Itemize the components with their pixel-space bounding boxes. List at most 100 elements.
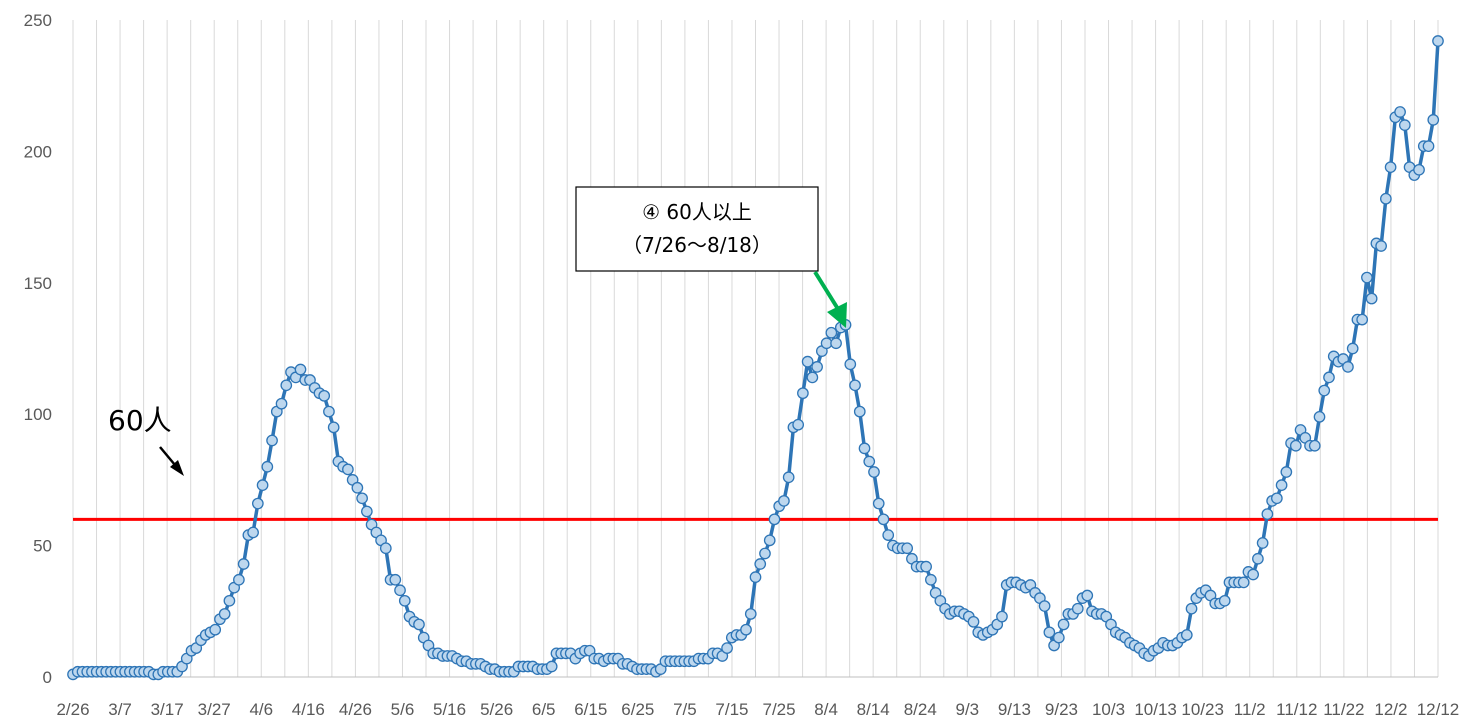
data-point xyxy=(749,571,762,583)
x-tick-label: 8/24 xyxy=(904,700,937,719)
x-tick-label: 8/14 xyxy=(857,700,890,719)
x-tick-label: 11/22 xyxy=(1323,700,1364,719)
data-point xyxy=(237,558,250,570)
annotation-arrow-head xyxy=(827,302,847,328)
y-tick-label: 250 xyxy=(24,11,52,30)
data-point xyxy=(1280,466,1293,478)
data-point xyxy=(1275,479,1288,492)
data-point xyxy=(1180,629,1193,641)
data-point xyxy=(721,642,733,654)
data-point xyxy=(797,387,809,400)
x-tick-label: 3/17 xyxy=(151,700,184,719)
annotation-line2: （7/26〜8/18） xyxy=(622,233,772,257)
data-point xyxy=(323,405,335,418)
data-point xyxy=(1308,439,1321,452)
data-point xyxy=(218,608,231,620)
data-point xyxy=(740,623,752,636)
data-point xyxy=(1185,602,1198,615)
data-point xyxy=(1384,161,1397,174)
data-point xyxy=(1252,552,1264,565)
data-point xyxy=(1323,371,1335,384)
annotation-arrow-shaft xyxy=(813,270,840,311)
data-point xyxy=(920,560,932,573)
data-point xyxy=(1318,384,1331,397)
threshold-label-text: 60人 xyxy=(108,404,172,437)
data-point xyxy=(1346,342,1359,355)
x-tick-label: 12/2 xyxy=(1374,700,1407,719)
x-tick-label: 4/6 xyxy=(249,700,273,719)
data-point xyxy=(858,442,871,455)
data-point xyxy=(868,466,880,478)
x-tick-label: 10/13 xyxy=(1134,700,1177,719)
data-point xyxy=(925,573,937,586)
data-point xyxy=(806,371,819,384)
data-point xyxy=(223,594,236,607)
x-tick-label: 9/13 xyxy=(998,700,1031,719)
x-tick-label: 2/26 xyxy=(56,700,89,719)
data-point xyxy=(1427,114,1440,126)
data-point xyxy=(294,363,307,376)
data-point xyxy=(398,594,411,607)
series-group xyxy=(67,35,1444,681)
data-point xyxy=(1043,626,1056,639)
data-point xyxy=(1271,492,1283,505)
annotation-box xyxy=(575,186,819,272)
data-point xyxy=(251,497,264,510)
x-tick-label: 6/5 xyxy=(532,700,556,719)
data-point xyxy=(1052,631,1065,644)
annotation-callout: ④ 60人以上 （7/26〜8/18） xyxy=(575,186,847,328)
x-tick-label: 6/25 xyxy=(621,700,654,719)
data-point xyxy=(849,379,861,392)
data-point xyxy=(901,542,914,555)
data-point xyxy=(1313,410,1326,423)
data-point xyxy=(389,573,402,586)
data-point xyxy=(209,623,222,636)
data-point xyxy=(233,573,245,586)
data-point xyxy=(1218,594,1231,607)
data-point xyxy=(379,542,392,555)
threshold-arrow-head xyxy=(170,460,184,476)
x-tick-label: 8/4 xyxy=(814,700,838,719)
data-point xyxy=(413,618,425,631)
data-point xyxy=(342,463,354,476)
y-tick-label: 50 xyxy=(33,537,52,556)
y-axis-ticks: 0 50 100 150 200 250 xyxy=(24,11,52,687)
data-point xyxy=(1261,508,1274,520)
data-point xyxy=(782,471,795,484)
annotation-line1: ④ 60人以上 xyxy=(642,200,752,224)
data-point xyxy=(811,361,823,373)
data-point xyxy=(792,418,805,431)
data-point xyxy=(872,497,885,510)
data-point xyxy=(1413,163,1425,176)
data-point xyxy=(1342,361,1354,373)
data-point xyxy=(778,495,790,507)
data-point xyxy=(863,455,876,468)
data-point xyxy=(825,326,838,339)
data-point xyxy=(996,610,1008,623)
x-tick-label: 4/16 xyxy=(292,700,325,719)
data-point xyxy=(830,337,842,350)
data-point xyxy=(853,405,866,418)
data-point xyxy=(1394,106,1406,118)
data-point xyxy=(1365,292,1378,305)
data-point xyxy=(801,355,814,368)
x-tick-label: 5/26 xyxy=(480,700,513,719)
x-tick-label: 7/15 xyxy=(715,700,748,719)
data-point xyxy=(754,558,767,570)
data-point xyxy=(759,547,771,560)
data-point xyxy=(1237,576,1250,589)
x-axis-ticks: 2/26 3/7 3/17 3/27 4/6 4/16 4/26 5/6 5/16 5/26 6/5… xyxy=(56,700,1459,719)
x-tick-label: 9/23 xyxy=(1045,700,1078,719)
x-tick-label: 5/16 xyxy=(433,700,466,719)
x-tick-label: 7/5 xyxy=(673,700,697,719)
data-point xyxy=(1398,119,1411,131)
data-point xyxy=(1356,313,1369,326)
x-tick-label: 10/3 xyxy=(1092,700,1125,719)
y-tick-label: 150 xyxy=(24,274,52,293)
x-tick-label: 6/15 xyxy=(574,700,607,719)
y-tick-label: 200 xyxy=(24,142,52,161)
data-point xyxy=(394,584,406,597)
x-tick-label: 5/6 xyxy=(391,700,415,719)
data-point xyxy=(351,481,364,494)
